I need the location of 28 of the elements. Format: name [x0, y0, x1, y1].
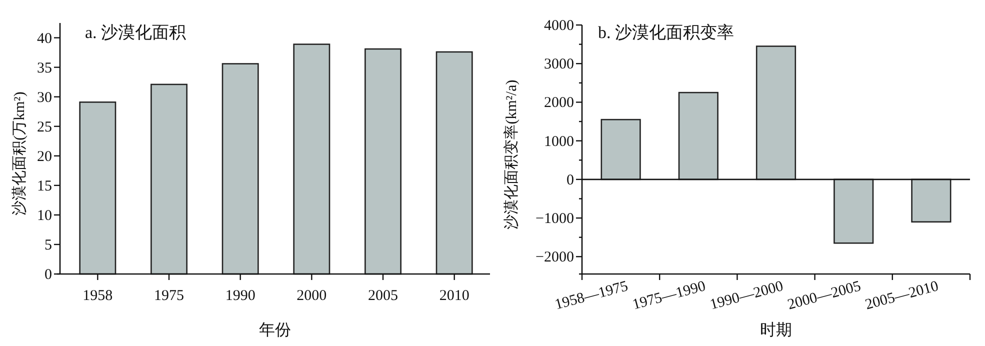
- y-tick-label: 1000: [544, 134, 574, 150]
- y-tick-label: −2000: [536, 250, 574, 266]
- y-tick-label: 4000: [544, 18, 574, 34]
- x-tick-label: 1975: [154, 288, 184, 304]
- y-tick-label: 5: [44, 237, 52, 254]
- y-tick-label: −1000: [536, 211, 574, 228]
- y-tick-label: 20: [37, 148, 52, 165]
- x-tick-label: 2010: [439, 288, 470, 304]
- y-tick-label: 3000: [544, 56, 574, 73]
- y-axis-title: 沙漠化面积(万km²): [11, 92, 28, 216]
- chart-title: a. 沙漠化面积: [85, 23, 186, 42]
- x-tick-label: 2005: [368, 288, 398, 304]
- y-tick-label: 2000: [544, 95, 574, 112]
- y-tick-label: 40: [37, 30, 52, 47]
- y-tick-label: 15: [37, 178, 52, 194]
- y-tick-label: 10: [37, 208, 52, 224]
- y-tick-label: 35: [37, 60, 52, 76]
- y-axis-title: 沙漠化面积变率(km²/a): [503, 80, 520, 230]
- x-axis-title: 时期: [760, 321, 792, 339]
- x-tick-label: 2000: [296, 288, 327, 304]
- x-tick-label: 1958: [82, 288, 113, 304]
- x-axis-title: 年份: [259, 322, 291, 339]
- y-tick-label: 25: [37, 119, 52, 136]
- chart-title: b. 沙漠化面积变率: [598, 23, 734, 42]
- y-tick-label: 30: [37, 90, 52, 106]
- y-tick-label: 0: [566, 172, 574, 188]
- y-tick-label: 0: [44, 267, 52, 283]
- x-tick-label: 1990: [225, 288, 256, 304]
